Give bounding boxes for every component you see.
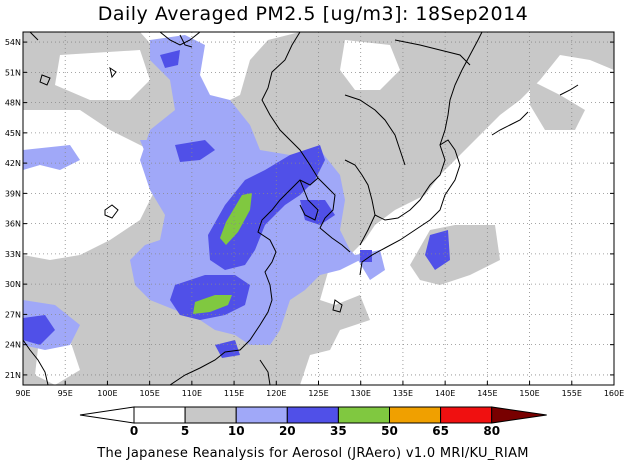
colorbar-level-label: 20 (279, 424, 296, 438)
colorbar-level-label: 35 (330, 424, 347, 438)
lat-tick-label: 51N (5, 68, 21, 77)
colorbar-level-label: 80 (483, 424, 500, 438)
lat-tick-label: 21N (5, 371, 21, 380)
lat-tick-label: 54N (5, 38, 21, 47)
lat-lon-gridlines (23, 32, 614, 385)
colorbar-bin (235, 406, 288, 424)
latitude-tick-labels: 21N 24N 27N 30N 33N 36N 39N 42N 45N 48N 51N 54N (5, 38, 21, 380)
colorbar-level-label: 65 (432, 424, 449, 438)
lat-tick-label: 36N (5, 220, 21, 229)
colorbar-level-label: 10 (228, 424, 245, 438)
lon-tick-label: 160E (604, 389, 624, 398)
coastlines (23, 32, 579, 385)
lon-tick-label: 115E (224, 389, 244, 398)
colorbar-bin (389, 406, 442, 424)
lon-tick-label: 140E (435, 389, 455, 398)
lat-tick-label: 45N (5, 129, 21, 138)
lat-tick-label: 42N (5, 159, 21, 168)
map-title: Daily Averaged PM2.5 [ug/m3]: 18Sep2014 (97, 3, 529, 25)
lat-tick-label: 48N (5, 99, 21, 108)
colorbar-bin (286, 406, 339, 424)
lon-tick-label: 100E (97, 389, 117, 398)
lat-tick-label: 33N (5, 250, 21, 259)
lon-tick-label: 105E (139, 389, 159, 398)
colorbar-level-label: 0 (130, 424, 138, 438)
colorbar-level-label: 5 (181, 424, 189, 438)
colorbar-bin (440, 406, 493, 424)
field-35-50 (193, 193, 252, 314)
lon-tick-label: 110E (182, 389, 202, 398)
colorbar-bin (184, 406, 237, 424)
lat-tick-label: 30N (5, 280, 21, 289)
colorbar-bin (337, 406, 390, 424)
field-20-35 (23, 50, 450, 358)
dataset-credit: The Japanese Reanalysis for Aerosol (JRA… (97, 446, 529, 461)
lon-tick-label: 130E (351, 389, 371, 398)
lon-tick-label: 95E (58, 389, 73, 398)
lon-tick-label: 125E (308, 389, 328, 398)
lon-tick-label: 120E (266, 389, 286, 398)
lon-tick-label: 135E (393, 389, 413, 398)
colorbar-bin (133, 406, 186, 424)
axis-ticks (22, 41, 615, 385)
colorbar: 0 5 10 20 35 50 65 80 (79, 406, 547, 438)
lat-tick-label: 39N (5, 189, 21, 198)
colorbar-under-arrow (79, 406, 135, 424)
longitude-tick-labels: 90E 95E 100E 105E 110E 115E 120E 125E 130E 135E 14… (15, 389, 624, 398)
lat-tick-label: 24N (5, 341, 21, 350)
lon-tick-label: 145E (477, 389, 497, 398)
lon-tick-label: 90E (15, 389, 30, 398)
lon-tick-label: 155E (562, 389, 582, 398)
concentration-field (23, 32, 614, 385)
lon-tick-label: 150E (519, 389, 539, 398)
colorbar-over-arrow (491, 406, 547, 424)
lat-tick-label: 27N (5, 310, 21, 319)
colorbar-level-label: 50 (381, 424, 398, 438)
